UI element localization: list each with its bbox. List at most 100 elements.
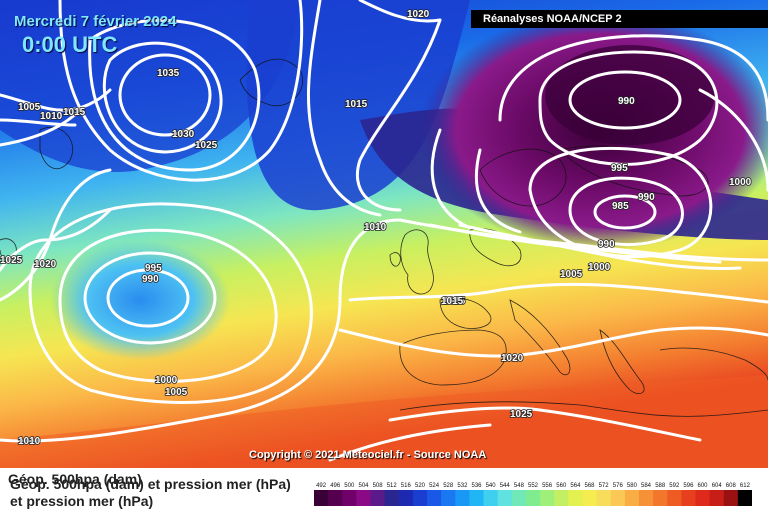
colorbar-tick-label: 584 <box>641 483 652 489</box>
colorbar-swatch <box>412 490 428 506</box>
isobar-label: 1015 <box>345 99 368 110</box>
legend-subtitle: et pression mer (hPa) <box>10 493 154 509</box>
isobar-1010-north <box>355 18 442 212</box>
isobar-1015-west <box>0 108 82 147</box>
isobar-label: 1005 <box>18 102 41 113</box>
isobar-1020 <box>58 0 304 182</box>
isobar-1025-south <box>328 423 492 462</box>
colorbar-swatch <box>695 490 711 506</box>
colorbar-tick-label: 592 <box>669 483 680 489</box>
colorbar-tick-label: 556 <box>542 483 553 489</box>
isobar-label: 1000 <box>588 262 611 273</box>
isobar-985 <box>593 194 657 230</box>
isobar-1010-west <box>0 118 77 127</box>
isobar-label: 1020 <box>501 353 524 364</box>
colorbar-tick-label: 532 <box>457 483 468 489</box>
colorbar-swatch <box>624 490 640 506</box>
isobar-1000-east <box>698 88 768 192</box>
colorbar-swatch <box>596 490 612 506</box>
colorbar-tick-label: 596 <box>683 483 694 489</box>
colorbar-tick-label: 572 <box>599 483 610 489</box>
isobar-1015-north <box>307 0 382 217</box>
colorbar-tick-label: 588 <box>655 483 666 489</box>
colorbar-tick-label: 552 <box>528 483 539 489</box>
isobar-label: 1020 <box>34 259 57 270</box>
isobar-990-nordic <box>568 70 682 130</box>
colorbar-swatch <box>653 490 668 506</box>
colorbar-tick-label: 576 <box>613 483 624 489</box>
colorbar-swatch <box>427 490 442 506</box>
isobar-label: 995 <box>611 163 628 174</box>
colorbar-tick-label: 500 <box>344 483 355 489</box>
colorbar-tick-label: 608 <box>726 483 737 489</box>
weather-map: 1035 1030 1025 1020 1015 1015 1010 1005 … <box>0 0 768 468</box>
colorbar-swatch <box>455 490 470 506</box>
colorbar-tick-label: 600 <box>697 483 708 489</box>
colorbar-tick-label: 508 <box>373 483 384 489</box>
colorbar-tick-label: 516 <box>401 483 412 489</box>
atlantic-cut-off <box>50 240 230 360</box>
colorbar-swatch <box>356 490 372 506</box>
data-source-banner: Réanalyses NOAA/NCEP 2 <box>471 10 768 28</box>
map-date: Mercredi 7 février 2024 <box>14 13 177 30</box>
trough-west <box>0 0 300 172</box>
colorbar-swatch <box>667 490 682 506</box>
colorbar-tick-label: 504 <box>358 483 369 489</box>
colorbar-tick-label: 524 <box>429 483 440 489</box>
isobar-label: 1025 <box>195 140 218 151</box>
isobar-label: 1005 <box>165 387 188 398</box>
isobar-label: 1000 <box>155 375 178 386</box>
isobar-1000-nordic <box>498 34 768 122</box>
colorbar-swatch <box>483 490 499 506</box>
isobar-1025 <box>88 18 261 172</box>
colorbar-tick-label: 564 <box>570 483 581 489</box>
colorbar-swatch <box>681 490 696 506</box>
colorbar-swatch <box>469 490 485 506</box>
colorbar-swatch <box>525 490 541 506</box>
isobar-labels: 1035 1030 1025 1020 1015 1015 1010 1005 … <box>0 8 752 448</box>
isobar-1025-west <box>0 208 112 272</box>
isobar-1020-north <box>358 0 442 23</box>
colorbar-tick-label: 540 <box>486 483 497 489</box>
isobar-990-atlantic <box>106 268 190 328</box>
colorbar-swatch <box>568 490 583 506</box>
isobar-label: 1030 <box>172 129 195 140</box>
colorbar-swatch <box>384 490 400 506</box>
isobar-label: 1015 <box>443 296 466 307</box>
south-warm-band <box>0 375 768 468</box>
isobar-1030 <box>102 41 223 154</box>
colorbar-swatch <box>441 490 456 506</box>
isobar-label: 985 <box>612 201 629 212</box>
isobar-990-south <box>568 176 684 247</box>
legend-title: Géop. 500hpa (dam) <box>8 471 142 487</box>
legend-title-overprint: Géop. 500hpa (dam) et pression mer (hPa) <box>10 476 291 492</box>
isobar-label: 990 <box>598 239 615 250</box>
isobar-label: 1025 <box>0 255 23 266</box>
isobar-1005-euro <box>428 223 722 264</box>
colorbar-tick-label: 512 <box>387 483 398 489</box>
isobar-1005-west <box>0 88 112 112</box>
isobar-label: 995 <box>145 263 162 274</box>
colorbar-swatch <box>638 490 654 506</box>
colorbar-tick-label: 548 <box>514 483 525 489</box>
colorbar-swatch <box>398 490 414 506</box>
colorbar-tick-label: 544 <box>500 483 511 489</box>
colorbar-swatch <box>370 490 386 506</box>
isobar-995-south <box>528 146 713 259</box>
colorbar-swatch <box>314 490 329 506</box>
colorbar-tick-label: 580 <box>627 483 638 489</box>
colorbar-tick-label: 528 <box>443 483 454 489</box>
colorbar-swatch <box>610 490 626 506</box>
colorbar-tick-label: 492 <box>316 483 327 489</box>
isobar-1005-east <box>474 148 522 234</box>
colorbar-swatch <box>342 490 357 506</box>
colorbar-tick-label: 536 <box>471 483 482 489</box>
colorbar-swatch <box>723 490 739 506</box>
colorbar-tick-label: 568 <box>584 483 595 489</box>
isobar-label: 1025 <box>510 409 533 420</box>
isobar-label: 1010 <box>364 222 387 233</box>
isobar-1000-atlantic <box>58 228 278 383</box>
colorbar-tick-label: 560 <box>556 483 567 489</box>
colorbar-swatch <box>328 490 343 506</box>
isobar-label: 1015 <box>63 107 86 118</box>
